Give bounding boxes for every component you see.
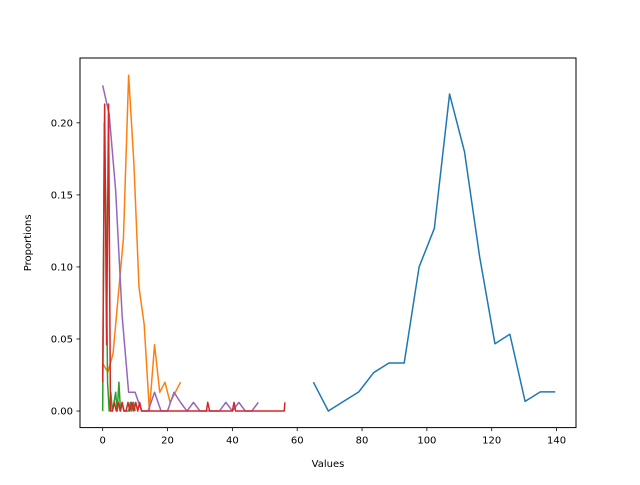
x-tick-label: 20 (161, 436, 174, 447)
x-tick-label: 120 (482, 436, 501, 447)
y-tick-label: 0.15 (51, 190, 73, 201)
y-tick-label: 0.20 (51, 118, 73, 129)
series-line-1 (312, 93, 556, 412)
x-tick-label: 140 (547, 436, 566, 447)
y-axis-title: Proportions (23, 214, 34, 271)
y-tick-label: 0.00 (51, 407, 73, 418)
series-layer (101, 74, 556, 412)
x-tick-label: 60 (291, 436, 304, 447)
series-line-3 (101, 122, 136, 412)
plot-frame (79, 57, 577, 429)
x-tick-label: 100 (417, 436, 436, 447)
x-tick-label: 0 (100, 436, 106, 447)
series-line-2 (102, 74, 182, 412)
x-tick-label: 80 (356, 436, 369, 447)
x-axis-title: Values (312, 459, 345, 470)
y-tick-label: 0.05 (51, 334, 73, 345)
y-axis-ticks: 0.00 0.05 0.10 0.15 0.20 (51, 118, 80, 418)
x-tick-label: 40 (226, 436, 239, 447)
y-tick-label: 0.10 (51, 262, 73, 273)
series-line-5 (101, 103, 286, 412)
x-axis-ticks: 0 20 40 60 80 100 120 140 (100, 427, 566, 447)
